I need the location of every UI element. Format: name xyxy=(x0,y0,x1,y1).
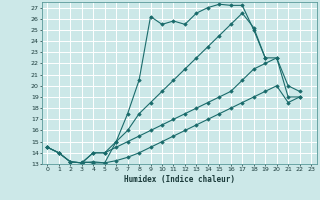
X-axis label: Humidex (Indice chaleur): Humidex (Indice chaleur) xyxy=(124,175,235,184)
